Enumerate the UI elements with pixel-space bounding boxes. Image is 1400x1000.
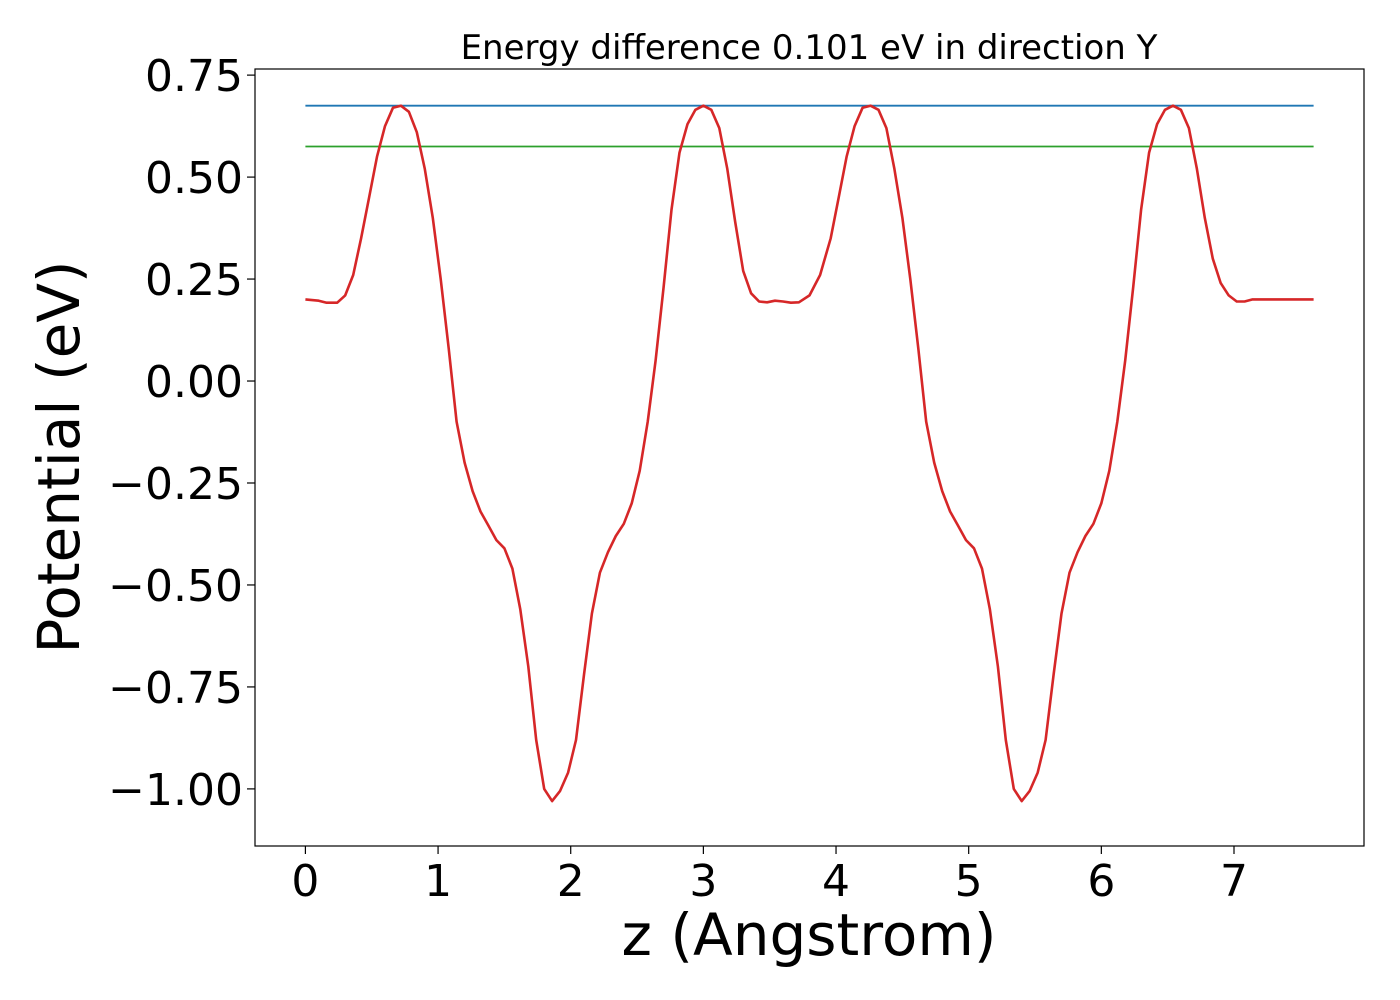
x-tick-label: 3 (689, 856, 717, 907)
x-tick-label: 4 (822, 856, 850, 907)
x-axis-label: z (Angstrom) (622, 901, 997, 969)
series-line-3 (305, 104, 1314, 803)
y-axis-label: Potential (eV) (25, 260, 93, 653)
y-tick-label: 0.25 (145, 255, 243, 306)
y-tick-label: 0.75 (145, 51, 243, 102)
chart-title: Energy difference 0.101 eV in direction … (461, 28, 1158, 68)
x-tick-label: 5 (955, 856, 983, 907)
plot-lines (305, 104, 1314, 803)
y-tick-label: −0.50 (108, 561, 243, 612)
x-tick-label: 6 (1087, 856, 1115, 907)
x-tick-label: 7 (1220, 856, 1248, 907)
x-axis: 0 1 2 3 4 5 6 7 (291, 846, 1248, 907)
y-tick-label: 0.00 (145, 357, 243, 408)
x-tick-label: 0 (291, 856, 319, 907)
y-axis: 0.75 0.50 0.25 0.00 −0.25 −0.50 −0.75 −1.00 (108, 51, 255, 816)
plot-frame (254, 68, 1365, 847)
x-tick-label: 2 (557, 856, 585, 907)
y-tick-label: 0.50 (145, 153, 243, 204)
y-tick-label: −0.25 (108, 459, 243, 510)
y-tick-label: −0.75 (108, 663, 243, 714)
y-tick-label: −1.00 (108, 765, 243, 816)
x-tick-label: 1 (424, 856, 452, 907)
